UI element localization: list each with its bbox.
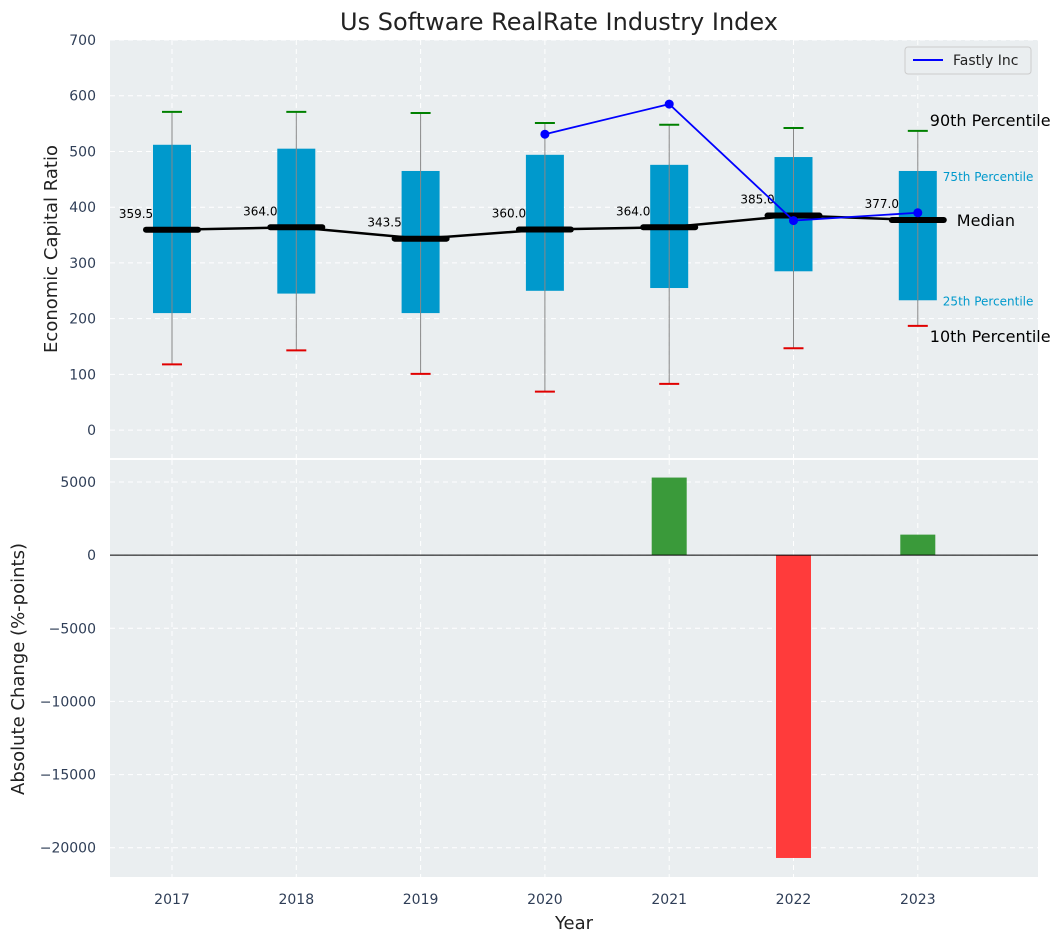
top-y-axis-label: Economic Capital Ratio [41,145,62,353]
bottom-y-tick-label: 5000 [60,475,96,491]
x-ticks: 2017 2018 2019 2020 2021 2022 2023 [154,892,935,908]
top-y-tick-label: 400 [69,200,96,216]
bottom-y-tick-label: −20000 [40,841,96,857]
top-y-tick-label: 700 [69,33,96,49]
series-point-2023 [913,208,923,218]
top-y-tick-label: 600 [69,89,96,105]
top-y-tick-label: 200 [69,312,96,328]
change-bars [651,477,936,858]
bottom-y-tick-label: −15000 [40,768,96,784]
x-tick-label-2018: 2018 [278,892,314,908]
box-2018: 364.0 [243,110,326,352]
top-y-tick-label: 100 [69,367,96,383]
series-line [544,103,918,222]
box-2019: 343.5 [367,112,450,375]
change-bar-2022 [776,555,811,858]
median-value-label: 364.0 [243,204,277,218]
annotation-p90: 90th Percentile [930,111,1051,130]
box-2022: 385.0 [740,127,823,350]
x-axis-label: Year [554,913,594,934]
box-2023: 377.0 [865,129,947,327]
median-value-label: 385.0 [740,193,774,207]
bottom-y-tick-label: 0 [87,548,96,564]
annotation-median: Median [957,211,1015,230]
change-bar-2021 [651,477,687,556]
annotation-p75: 75th Percentile [943,170,1034,184]
x-tick-label-2023: 2023 [900,892,936,908]
legend-label: Fastly Inc [953,53,1018,69]
series-point-2021 [664,99,674,109]
box-plot: 359.5 364.0 343.5 360.0 364.0 385.0 377.0 [119,110,947,393]
x-tick-label-2021: 2021 [651,892,687,908]
x-tick-label-2020: 2020 [527,892,563,908]
top-plot-background [110,40,1038,458]
bottom-plot-background [110,460,1038,877]
median-value-label: 343.5 [367,216,401,230]
change-bar-2023 [900,534,936,556]
bottom-y-axis-label: Absolute Change (%-points) [8,543,29,795]
median-value-label: 377.0 [865,197,899,211]
median-value-label: 364.0 [616,204,650,218]
x-tick-label-2017: 2017 [154,892,190,908]
bottom-y-ticks: 5000 0 −5000 −10000 −15000 −20000 [40,475,96,857]
top-y-tick-label: 300 [69,256,96,272]
bottom-y-tick-label: −5000 [49,621,96,637]
top-y-ticks: 0 100 200 300 400 500 600 700 [69,33,96,439]
chart-title: Us Software RealRate Industry Index [340,8,778,36]
annotation-p25: 25th Percentile [943,294,1034,308]
median-value-label: 360.0 [492,206,526,220]
median-value-label: 359.5 [119,207,153,221]
series-point-2020 [540,129,550,139]
median-line [171,214,918,240]
series-point-2022 [789,216,798,226]
legend-box [904,46,1032,75]
median-trend-line [171,214,918,240]
series-fastly-inc [540,99,923,226]
bottom-y-tick-label: −10000 [40,694,96,710]
top-y-tick-label: 500 [69,144,96,160]
percentile-annotations: 90th Percentile 75th Percentile Median 25th… [930,111,1051,346]
top-y-tick-label: 0 [87,423,96,439]
x-tick-label-2019: 2019 [403,892,439,908]
annotation-p10: 10th Percentile [930,327,1051,346]
legend: Fastly Inc [904,46,1032,75]
x-tick-label-2022: 2022 [776,892,812,908]
